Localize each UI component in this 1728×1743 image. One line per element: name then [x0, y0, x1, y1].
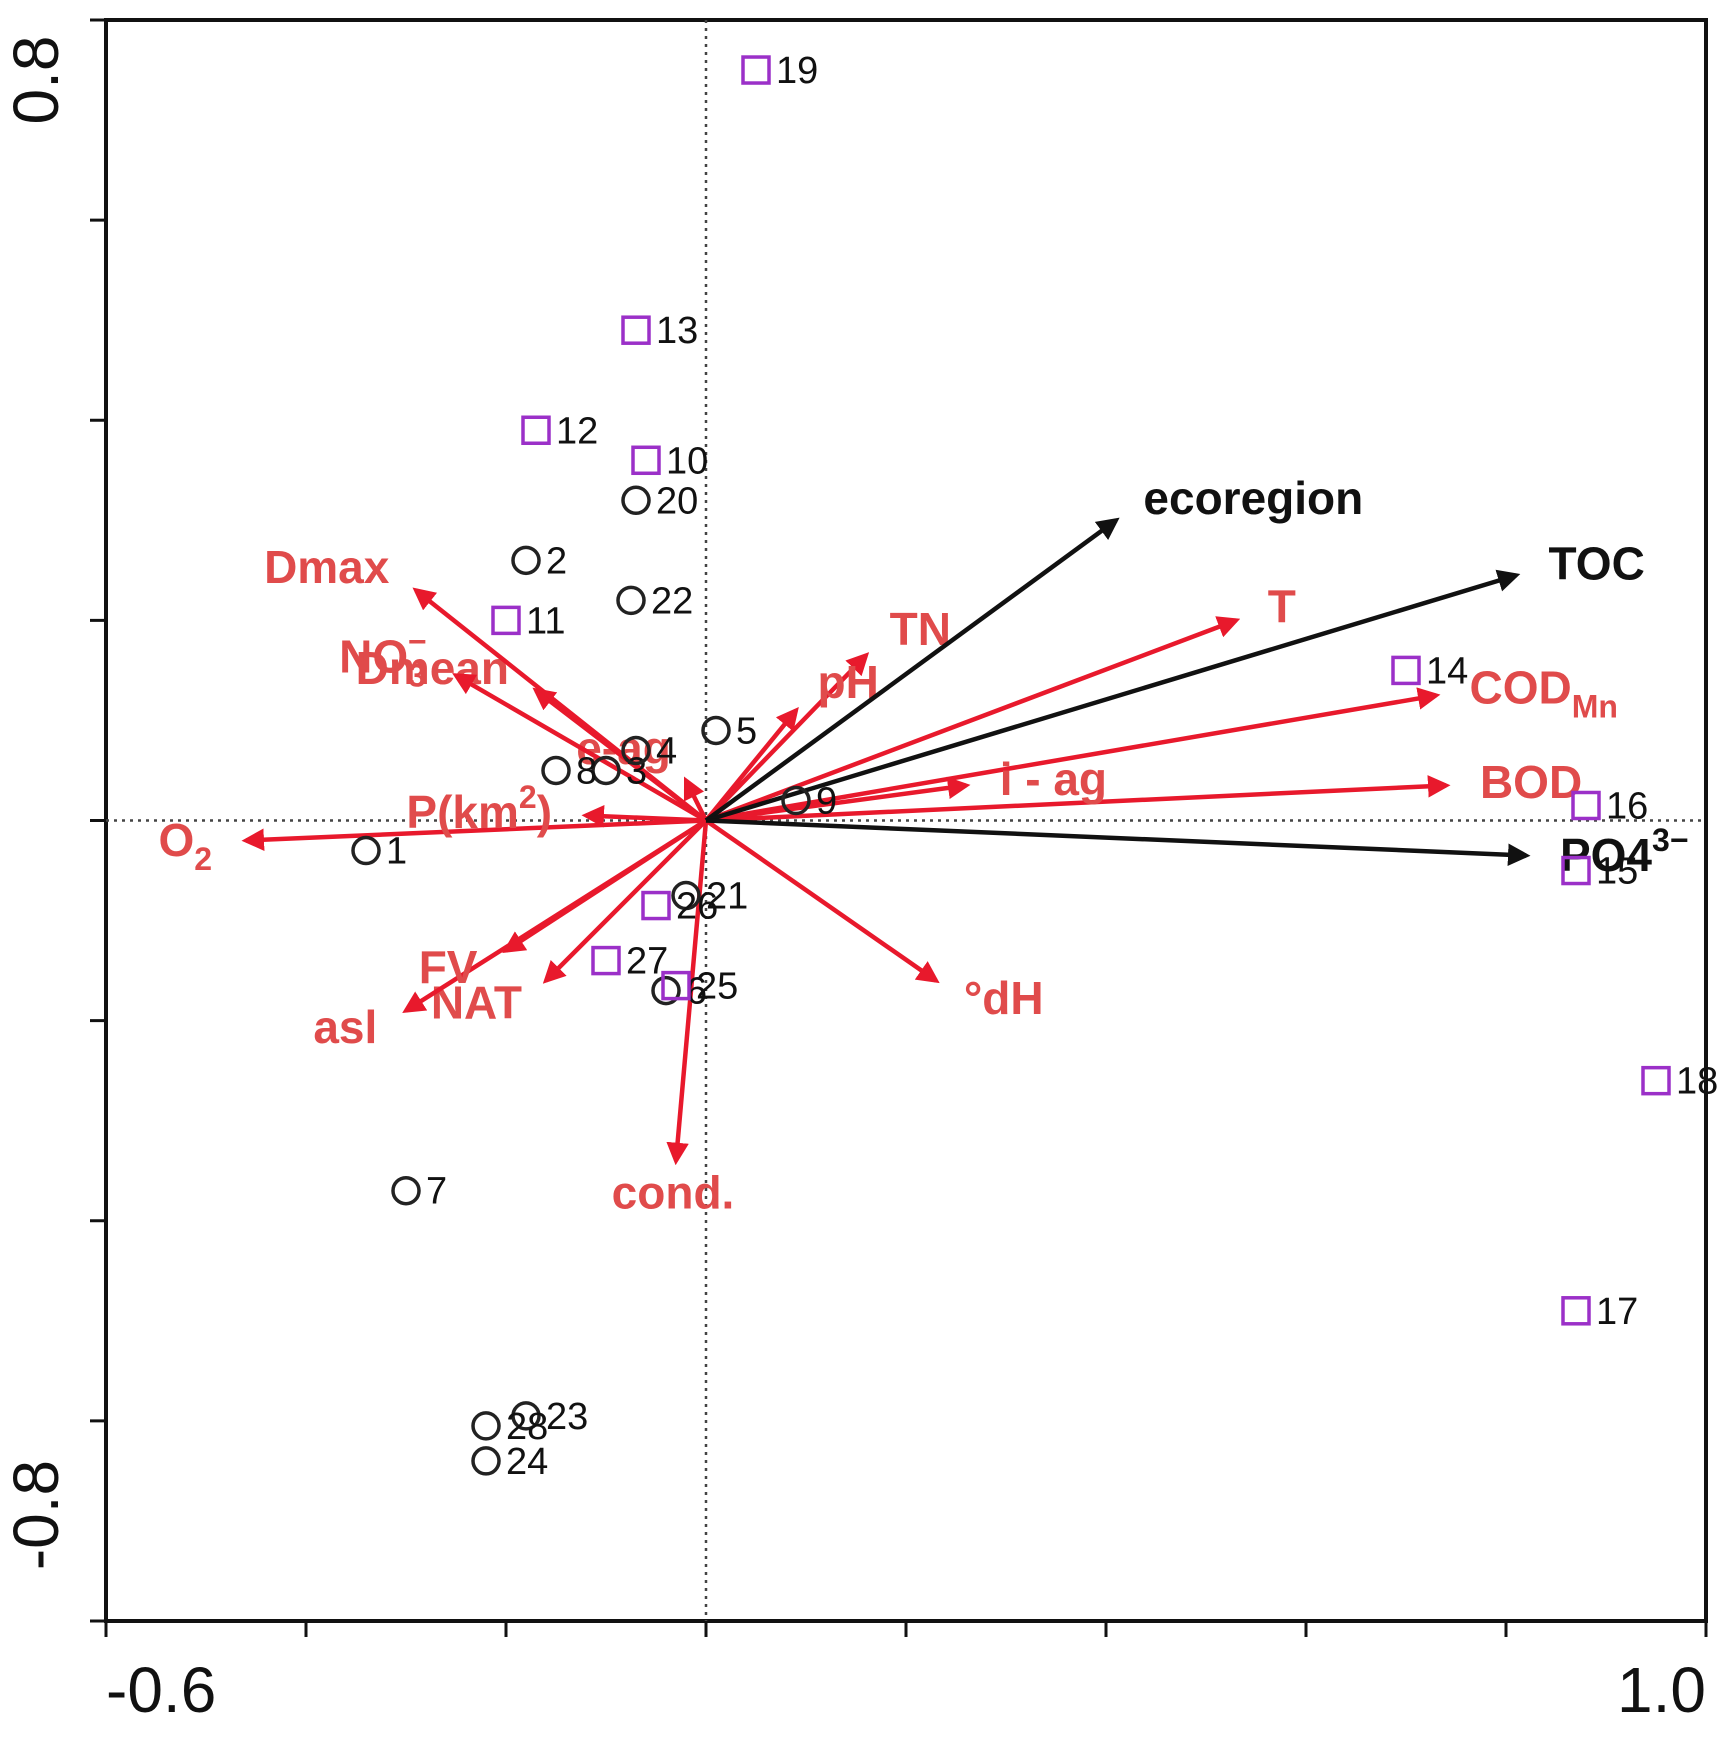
- dh-env-label: °dH: [964, 972, 1044, 1024]
- site-14-label: 14: [1426, 650, 1468, 692]
- cond-env-label: cond.: [612, 1167, 735, 1219]
- x-tick-label-min: -0.6: [106, 1654, 216, 1726]
- site-25-marker: [661, 970, 691, 1001]
- site-4-marker: [621, 735, 651, 766]
- site-11-label: 11: [526, 600, 565, 642]
- site-13-label: 13: [656, 310, 698, 352]
- fv-env-label: FV: [419, 941, 478, 993]
- site-12-marker: [521, 415, 551, 446]
- site-18-label: 18: [1676, 1061, 1718, 1103]
- ecoregion-main-arrow: [704, 517, 1120, 823]
- axes-layer: [90, 18, 1708, 1637]
- site-16-marker: [1571, 790, 1601, 821]
- toc-main-label: TOC: [1549, 537, 1645, 589]
- site-10-marker: [631, 445, 661, 476]
- no3-env-label: NO3−: [339, 623, 426, 693]
- site-16-label: 16: [1606, 785, 1648, 827]
- site-27-marker: [591, 945, 621, 976]
- p-km2-env-label: P(km2): [406, 779, 552, 838]
- site-25-label: 25: [696, 966, 738, 1008]
- site-26-label: 26: [676, 886, 718, 928]
- site-20-marker: [621, 485, 651, 516]
- no3-env-arrow: [452, 673, 708, 823]
- po43-main-label: PO43−: [1560, 822, 1689, 881]
- sites-layer: 123 4 567891011121314151617181920212223242…: [351, 50, 1718, 1483]
- site-28-label: 28: [506, 1406, 548, 1448]
- codmn-env-label: CODMn: [1470, 662, 1618, 725]
- site-17-marker: [1561, 1296, 1591, 1326]
- site-5-marker: [701, 715, 731, 746]
- site-3-label: 3: [626, 750, 647, 792]
- site-21-label: 21: [706, 876, 748, 918]
- site-10-label: 10: [666, 440, 708, 482]
- site-17-label: 17: [1596, 1291, 1638, 1333]
- site-22-marker: [616, 585, 646, 616]
- site-23-marker: [511, 1401, 541, 1431]
- site-7-marker: [391, 1175, 421, 1206]
- x-tick-label-max: 1.0: [1617, 1654, 1706, 1726]
- codmn-env-arrow: [705, 687, 1441, 823]
- site-20-label: 20: [656, 480, 698, 522]
- site-11-marker: [491, 605, 521, 636]
- ph-env-arrow: [704, 706, 799, 822]
- site-23-label: 23: [546, 1396, 588, 1438]
- o2-env-label: O2: [158, 814, 212, 877]
- site-6-marker: [651, 975, 681, 1006]
- dmax-env-arrow: [412, 587, 708, 823]
- p-km2-env-arrow: [581, 805, 707, 828]
- i-ag-env-arrow: [705, 776, 971, 823]
- site-14-marker: [1391, 655, 1421, 686]
- site-21-marker: [671, 880, 701, 911]
- toc-main-arrow: [705, 569, 1521, 823]
- site-22-label: 22: [651, 580, 693, 622]
- t-env-label: T: [1268, 580, 1296, 632]
- site-3-marker: [591, 755, 621, 786]
- site-2-label: 2: [546, 540, 567, 582]
- site-8-label: 8: [576, 750, 597, 792]
- site-1-label: 1: [386, 831, 407, 873]
- site-6-label: 6: [686, 971, 707, 1013]
- bod-env-arrow: [705, 775, 1451, 823]
- zero-lines: [106, 20, 1706, 1621]
- dh-env-arrow: [704, 818, 940, 984]
- site-5-label: 5: [736, 710, 757, 752]
- tn-env-arrow: [704, 652, 870, 823]
- i-ag-env-label: i - ag: [1000, 753, 1107, 805]
- site-9-label: 9: [816, 780, 837, 822]
- site-15-label: 15: [1596, 851, 1638, 893]
- e-ag-env-arrow: [683, 776, 709, 822]
- site-15-marker: [1561, 855, 1591, 886]
- site-27-label: 27: [626, 941, 668, 983]
- fv-env-arrow: [502, 818, 708, 954]
- cond-env-arrow: [666, 820, 709, 1166]
- site-19-label: 19: [776, 50, 818, 92]
- site-1-marker: [351, 835, 381, 866]
- y-tick-label-max: 0.8: [0, 36, 72, 125]
- site-24-label: 24: [506, 1441, 548, 1483]
- site-28-marker: [471, 1411, 501, 1441]
- site-26-marker: [641, 890, 671, 921]
- nat-env-arrow: [542, 818, 708, 984]
- site-7-label: 7: [426, 1171, 447, 1213]
- site-8-marker: [541, 755, 571, 786]
- site-2-marker: [511, 545, 541, 576]
- bod-env-label: BOD: [1480, 756, 1582, 808]
- site-24-marker: [471, 1446, 501, 1476]
- o2-env-arrow: [241, 818, 707, 851]
- po43-main-arrow: [705, 818, 1531, 866]
- y-tick-label-min: -0.8: [0, 1460, 72, 1570]
- site-18-marker: [1641, 1065, 1671, 1096]
- dmean-env-label: Dmean: [356, 642, 509, 694]
- ecoregion-main-label: ecoregion: [1143, 472, 1363, 524]
- site-13-marker: [621, 315, 651, 345]
- asl-env-label: asl: [313, 1001, 377, 1053]
- site-4-label: 4: [656, 730, 677, 772]
- site-12-label: 12: [556, 410, 598, 452]
- dmax-env-label: Dmax: [264, 541, 390, 593]
- site-9-marker: [781, 785, 811, 816]
- site-19-marker: [741, 55, 771, 85]
